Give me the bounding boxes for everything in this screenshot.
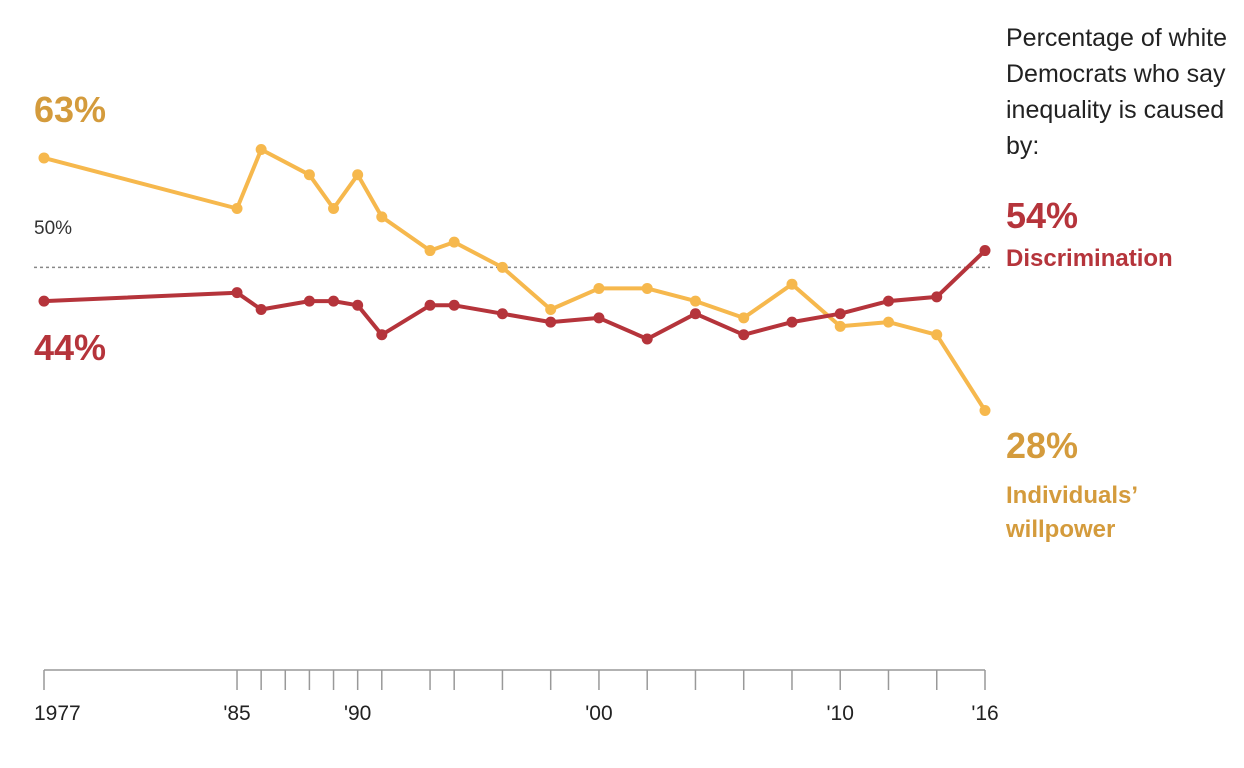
x-tick-label: '90 <box>344 702 371 725</box>
x-tick-label: '16 <box>971 702 998 725</box>
discrimination-data-point <box>689 308 701 320</box>
willpower-data-point <box>834 320 846 332</box>
discrimination-start-value: 44% <box>34 327 107 368</box>
discrimination-end-value: 54% <box>1006 195 1079 236</box>
willpower-data-point <box>231 202 243 214</box>
willpower-series-name: Individuals’ willpower <box>1006 482 1137 543</box>
willpower-data-point <box>545 304 557 315</box>
x-tick-label: '00 <box>585 702 612 725</box>
discrimination-data-point <box>979 245 991 257</box>
x-tick-label: '85 <box>223 702 250 725</box>
discrimination-data-point <box>545 316 557 328</box>
willpower-data-point <box>786 278 798 290</box>
discrimination-data-point <box>424 299 436 311</box>
series-group <box>38 144 991 417</box>
discrimination-data-point <box>328 295 340 307</box>
x-tick-label: 1977 <box>34 702 81 725</box>
willpower-series-line <box>42 147 987 413</box>
discrimination-data-point <box>931 291 943 303</box>
discrimination-series-name: Discrimination <box>1006 245 1173 272</box>
willpower-data-point <box>448 236 460 248</box>
willpower-data-point <box>689 295 701 307</box>
discrimination-data-point <box>641 333 653 345</box>
discrimination-data-point <box>593 312 605 324</box>
willpower-data-point <box>882 316 894 328</box>
discrimination-data-point <box>496 308 508 320</box>
reference-line-label: 50% <box>34 218 73 239</box>
discrimination-data-point <box>255 304 267 315</box>
discrimination-data-point <box>786 316 798 328</box>
willpower-data-point <box>38 152 50 164</box>
discrimination-data-point <box>376 329 388 341</box>
x-tick-label: '10 <box>827 702 854 725</box>
willpower-end-value: 28% <box>1006 425 1079 466</box>
willpower-data-point <box>376 211 388 223</box>
discrimination-data-point <box>834 308 846 320</box>
chart-title: Percentage of white Democrats who say in… <box>1006 24 1227 160</box>
willpower-data-point <box>496 261 508 273</box>
willpower-data-point <box>424 245 436 257</box>
willpower-data-point <box>641 282 653 294</box>
discrimination-data-point <box>38 295 50 307</box>
willpower-data-point <box>328 202 340 214</box>
willpower-data-point <box>738 312 750 324</box>
discrimination-data-point <box>303 295 315 307</box>
willpower-data-point <box>979 405 991 417</box>
willpower-data-point <box>931 329 943 341</box>
willpower-data-point <box>593 282 605 294</box>
discrimination-data-point <box>738 329 750 341</box>
discrimination-data-point <box>352 299 364 311</box>
willpower-data-point <box>352 169 364 181</box>
discrimination-data-point <box>448 299 460 311</box>
willpower-data-point <box>303 169 315 181</box>
willpower-data-point <box>255 144 267 156</box>
discrimination-data-point <box>882 295 894 307</box>
discrimination-data-point <box>231 287 243 299</box>
willpower-start-value: 63% <box>34 89 107 130</box>
x-axis: 1977 '85 '90 '00 '10 '16 <box>34 669 999 725</box>
